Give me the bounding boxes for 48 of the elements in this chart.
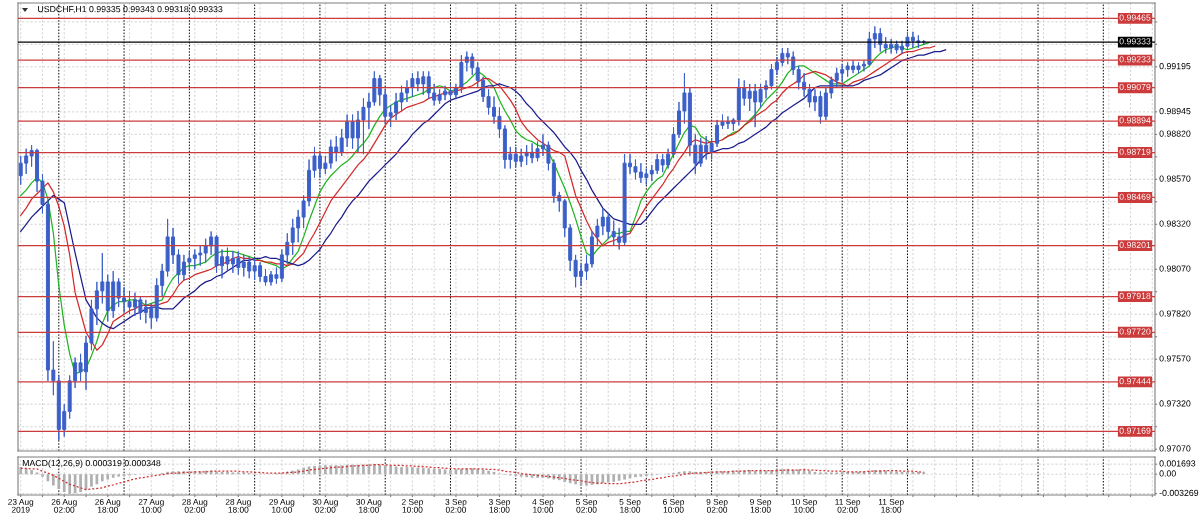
x-tick-label: 30 Aug 02:00 bbox=[312, 498, 338, 513]
ref-line-label: 0.98201 bbox=[1119, 241, 1151, 249]
x-tick-label: 6 Sep 10:00 bbox=[663, 498, 685, 513]
y-tick-label: 0.97320 bbox=[1159, 400, 1191, 407]
ref-line-label: 0.98719 bbox=[1119, 148, 1151, 155]
ref-line-label: 0.98894 bbox=[1119, 117, 1151, 124]
y-tick-label: 0.97070 bbox=[1159, 445, 1191, 452]
x-tick-label: 28 Aug 18:00 bbox=[225, 498, 251, 513]
y-tick-label: 0.98070 bbox=[1159, 265, 1191, 272]
ref-line-label: 0.97444 bbox=[1119, 378, 1151, 385]
ref-line-label: 0.99079 bbox=[1119, 83, 1151, 91]
y-tick-label: 0.98320 bbox=[1159, 220, 1191, 227]
x-tick-label: 11 Sep 18:00 bbox=[878, 498, 904, 513]
x-tick-label: 28 Aug 02:00 bbox=[182, 498, 208, 513]
x-tick-label: 2 Sep 10:00 bbox=[401, 498, 423, 513]
chart-title: USDCHF,H1 0.99335 0.99343 0.99318 0.99333 bbox=[38, 6, 223, 14]
x-tick-label: 27 Aug 10:00 bbox=[138, 498, 164, 513]
x-tick-label: 30 Aug 18:00 bbox=[356, 498, 382, 513]
y-tick-label: 0.97820 bbox=[1159, 310, 1191, 317]
x-tick-label: 4 Sep 10:00 bbox=[532, 498, 554, 513]
x-tick-label: 3 Sep 02:00 bbox=[445, 498, 467, 513]
ref-line-label: 0.99233 bbox=[1119, 56, 1151, 63]
x-tick-label: 10 Sep 10:00 bbox=[791, 498, 817, 513]
x-tick-label: 11 Sep 02:00 bbox=[835, 498, 861, 513]
y-tick-label: -0.003269 bbox=[1159, 489, 1199, 496]
chart-title: MACD(12,26,9) 0.000319 0.000348 bbox=[22, 459, 161, 468]
ref-line-label: 0.97720 bbox=[1119, 328, 1151, 335]
y-tick-label: 0.98945 bbox=[1159, 108, 1191, 115]
x-tick-label: 9 Sep 18:00 bbox=[750, 498, 772, 513]
y-tick-label: 0.00 bbox=[1159, 470, 1176, 477]
y-tick-label: 0.98570 bbox=[1159, 175, 1191, 182]
x-tick-label: 3 Sep 18:00 bbox=[488, 498, 510, 513]
y-tick-label: 0.99195 bbox=[1159, 63, 1191, 70]
x-tick-label: 26 Aug 18:00 bbox=[95, 498, 121, 513]
x-tick-label: 5 Sep 02:00 bbox=[575, 498, 598, 513]
ref-line-label: 0.97918 bbox=[1119, 292, 1151, 299]
x-tick-label: 23 Aug 2019 bbox=[8, 498, 34, 513]
ref-line-label: 0.97169 bbox=[1119, 427, 1151, 434]
x-tick-label: 5 Sep 18:00 bbox=[619, 498, 641, 513]
ref-line-label: 0.98469 bbox=[1119, 193, 1151, 200]
x-tick-label: 29 Aug 10:00 bbox=[269, 498, 295, 513]
x-tick-label: 9 Sep 02:00 bbox=[706, 498, 728, 513]
ref-line-label: 0.99465 bbox=[1119, 14, 1151, 21]
y-tick-label: 0.98820 bbox=[1159, 130, 1191, 137]
x-tick-label: 26 Aug 02:00 bbox=[51, 498, 77, 513]
y-tick-label: 0.97570 bbox=[1159, 355, 1191, 362]
ref-line-label: 0.99333 bbox=[1119, 38, 1151, 45]
y-tick-label: 0.001693 bbox=[1159, 460, 1196, 467]
